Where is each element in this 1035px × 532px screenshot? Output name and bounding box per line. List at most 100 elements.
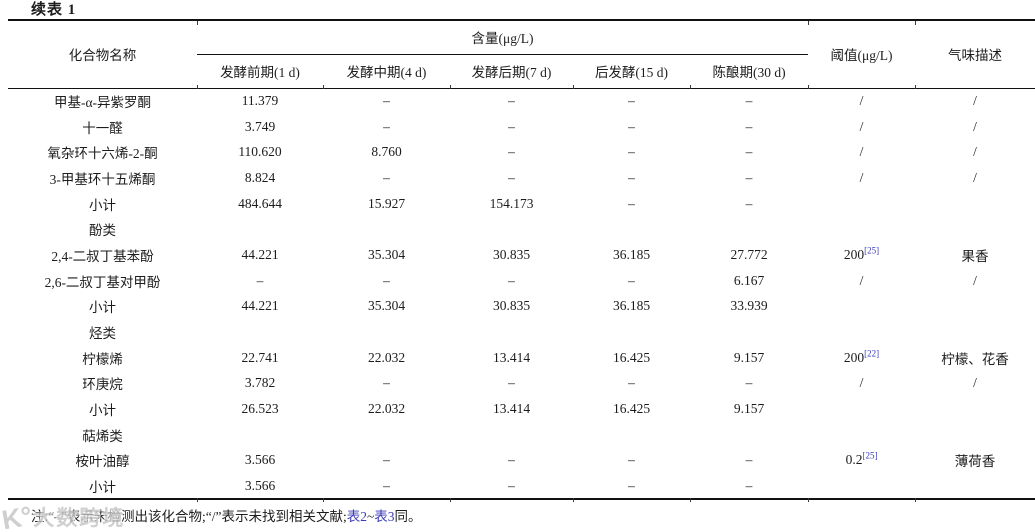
- compound-content-table: 化合物名称 含量(μg/L) 阈值(μg/L) 气味描述 发酵前期(1 d) 发酵…: [8, 19, 1035, 500]
- value-cell-mid: 15.927: [367, 195, 406, 211]
- value-cell-early: [197, 319, 323, 345]
- value-cell-mid: –: [383, 272, 390, 288]
- value-cell-aged: –: [745, 144, 753, 160]
- column-tick: [915, 85, 916, 89]
- column-tick: [915, 21, 916, 25]
- value-cell-aged: [690, 319, 808, 345]
- table-row: 十一醛 3.749 – – – – / /: [8, 114, 1035, 140]
- citation-ref[interactable]: [22]: [864, 348, 880, 359]
- column-tick: [197, 85, 198, 89]
- value-cell-mid: –: [383, 375, 390, 391]
- table-wrapper: 化合物名称 含量(μg/L) 阈值(μg/L) 气味描述 发酵前期(1 d) 发酵…: [8, 19, 1035, 502]
- footnote-suffix: 同。: [394, 509, 422, 524]
- threshold-cell: 200[25]: [843, 245, 880, 262]
- value-cell-aged: –: [745, 452, 753, 468]
- threshold-cell: 200[22]: [843, 348, 880, 365]
- compound-name-cell: 2,6-二叔丁基对甲酚: [44, 274, 161, 290]
- table-header: 化合物名称 含量(μg/L) 阈值(μg/L) 气味描述 发酵前期(1 d) 发酵…: [8, 20, 1035, 89]
- threshold-cell: /: [859, 272, 864, 288]
- value-cell-aged: 9.157: [733, 349, 765, 365]
- value-cell-aged: 9.157: [733, 401, 765, 417]
- table-row: 2,4-二叔丁基苯酚 44.221 35.304 30.835 36.185 2…: [8, 242, 1035, 268]
- value-cell-mid: –: [383, 118, 390, 134]
- col-header-compound: 化合物名称: [8, 20, 197, 89]
- table-row: 氧杂环十六烯-2-酮 110.620 8.760 – – – / /: [8, 139, 1035, 165]
- value-cell-post: 16.425: [612, 349, 651, 365]
- table-footnote: 注:“–”表示未检测出该化合物;“/”表示未找到相关文献;表2~表3同。: [31, 505, 1035, 525]
- threshold-cell: /: [859, 144, 864, 160]
- column-tick: [323, 498, 324, 502]
- value-cell-early: 8.824: [244, 169, 276, 185]
- value-cell-post: [573, 319, 690, 345]
- value-cell-aged: –: [745, 93, 753, 109]
- footnote-text: 注:“–”表示未检测出该化合物;“/”表示未找到相关文献;: [31, 509, 347, 524]
- value-cell-post: [573, 216, 690, 242]
- table-continuation-title: 续表 1: [31, 2, 77, 18]
- value-cell-aged: 33.939: [730, 298, 768, 314]
- compound-name-cell: 烃类: [89, 326, 116, 342]
- value-cell-early: [197, 422, 323, 448]
- col-header-odor: 气味描述: [915, 20, 1035, 89]
- compound-name-cell: 小计: [89, 300, 116, 316]
- header-row-2: 发酵前期(1 d) 发酵中期(4 d) 发酵后期(7 d) 后发酵(15 d) 陈酿期(…: [8, 54, 1035, 89]
- value-cell-late: [450, 422, 573, 448]
- citation-ref[interactable]: [25]: [862, 450, 878, 461]
- value-cell-post: 16.425: [612, 401, 651, 417]
- table-row: 3-甲基环十五烯酮 8.824 – – – – / /: [8, 165, 1035, 191]
- compound-name-cell: 甲基-α-异紫罗酮: [53, 95, 152, 111]
- table-row: 小计 3.566 – – – –: [8, 473, 1035, 499]
- value-cell-post: 36.185: [612, 246, 651, 262]
- value-cell-aged: 6.167: [733, 272, 765, 288]
- value-cell-post: –: [628, 272, 635, 288]
- citation-ref[interactable]: [25]: [864, 245, 880, 256]
- value-cell-late: –: [508, 118, 515, 134]
- column-tick: [690, 85, 691, 89]
- value-cell-aged: –: [745, 477, 753, 493]
- table-body: 甲基-α-异紫罗酮 11.379 – – – – / / 十一醛 3.749 –…: [8, 88, 1035, 499]
- value-cell-late: 13.414: [492, 349, 531, 365]
- value-cell-early: 26.523: [241, 401, 279, 417]
- value-cell-post: –: [628, 195, 635, 211]
- value-cell-early: 484.644: [238, 195, 282, 211]
- compound-name-cell: 萜烯类: [82, 428, 123, 444]
- table-row: 甲基-α-异紫罗酮 11.379 – – – – / /: [8, 88, 1035, 114]
- threshold-cell: /: [859, 93, 864, 109]
- section-header-row: 酚类: [8, 216, 1035, 242]
- value-cell-mid: [323, 319, 450, 345]
- value-cell-mid: [323, 216, 450, 242]
- value-cell-late: –: [508, 272, 515, 288]
- value-cell-post: [573, 422, 690, 448]
- value-cell-mid: 35.304: [367, 246, 406, 262]
- column-tick: [915, 498, 916, 502]
- threshold-cell: /: [859, 375, 864, 391]
- value-cell-post: –: [628, 144, 635, 160]
- compound-name-cell: 桉叶油醇: [75, 454, 130, 470]
- col-header-period: 发酵后期(7 d): [450, 54, 573, 89]
- odor-cell: [915, 396, 1035, 422]
- col-header-content-group: 含量(μg/L): [197, 20, 809, 55]
- table3-link[interactable]: 表3: [374, 509, 395, 524]
- column-tick: [197, 498, 198, 502]
- table-row: 环庚烷 3.782 – – – – / /: [8, 371, 1035, 397]
- value-cell-early: 22.741: [241, 349, 279, 365]
- value-cell-late: 13.414: [492, 401, 531, 417]
- odor-cell: [915, 216, 1035, 242]
- table-row: 小计 484.644 15.927 154.173 – –: [8, 191, 1035, 217]
- value-cell-post: –: [628, 477, 635, 493]
- value-cell-aged: –: [745, 118, 753, 134]
- value-cell-early: 3.749: [244, 118, 276, 134]
- column-tick: [323, 85, 324, 89]
- value-cell-late: 30.835: [492, 298, 531, 314]
- odor-cell: [915, 191, 1035, 217]
- odor-cell: /: [973, 144, 977, 160]
- table2-link[interactable]: 表2: [346, 509, 367, 524]
- column-tick: [450, 85, 451, 89]
- compound-name-cell: 酚类: [89, 223, 116, 239]
- watermark-logo-icon: K°: [0, 500, 35, 532]
- section-header-row: 烃类: [8, 319, 1035, 345]
- footnote-tilde: ~: [366, 509, 375, 524]
- column-tick: [197, 21, 198, 25]
- value-cell-post: –: [628, 375, 635, 391]
- value-cell-late: [450, 216, 573, 242]
